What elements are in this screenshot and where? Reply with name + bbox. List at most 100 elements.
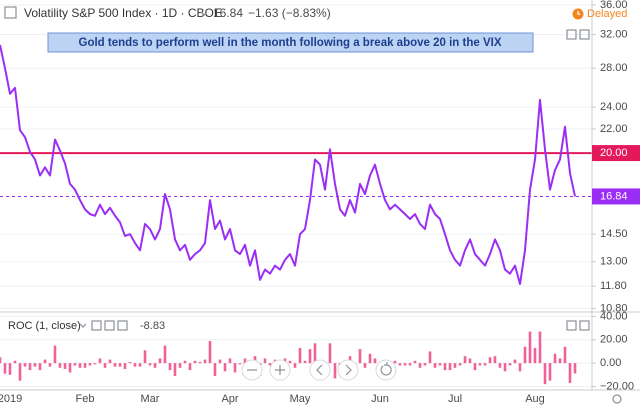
y-tick-label: 40.00 — [600, 310, 628, 322]
roc-bar — [418, 363, 422, 368]
delayed-status: Delayed — [587, 8, 627, 20]
y-tick-label: 24.00 — [600, 101, 628, 113]
roc-bar — [193, 360, 197, 364]
roc-bar — [53, 345, 57, 364]
roc-bar — [348, 356, 352, 364]
x-tick-label: 2019 — [0, 393, 22, 405]
roc-bar — [423, 363, 427, 366]
roc-bar — [103, 363, 107, 368]
roc-bar — [43, 359, 47, 364]
y-tick-label: 14.50 — [600, 228, 628, 240]
roc-bar — [458, 363, 462, 366]
horizontal-line-label: 20.00 — [600, 147, 628, 159]
roc-bar — [8, 363, 12, 375]
reset-button[interactable] — [375, 359, 397, 381]
roc-bar — [223, 363, 227, 372]
roc-icon[interactable] — [117, 320, 128, 331]
x-tick-label: Feb — [76, 393, 95, 405]
roc-bar — [253, 356, 257, 364]
annotation: Gold tends to perform well in the month … — [79, 37, 502, 49]
roc-bar — [68, 363, 72, 373]
collapse-icon[interactable] — [4, 6, 17, 19]
roc-bar — [513, 359, 517, 364]
roc-bar — [438, 363, 442, 366]
legend-last-value: 16.84 — [213, 6, 243, 20]
roc-bar — [498, 363, 502, 368]
roc-bar — [178, 363, 182, 368]
roc-bar — [528, 331, 532, 364]
y-tick-label: 32.00 — [600, 28, 628, 40]
roc-bar — [263, 358, 267, 364]
scroll-left-button[interactable] — [309, 359, 331, 381]
roc-bar — [558, 358, 562, 364]
roc-bar — [38, 363, 42, 371]
roc-bar — [483, 363, 487, 366]
roc-bar — [313, 343, 317, 364]
roc-bar — [293, 363, 297, 368]
roc-bar — [58, 363, 62, 368]
roc-bar — [168, 363, 172, 371]
roc-title: ROC (1, close) — [8, 320, 81, 332]
roc-bar — [468, 358, 472, 364]
y-tick-label: 36.00 — [600, 0, 628, 11]
roc-bar — [0, 357, 2, 364]
roc-last-value: -8.83 — [140, 320, 165, 332]
roc-bar — [403, 363, 407, 366]
roc-bar — [533, 347, 537, 364]
roc-bar — [113, 363, 117, 367]
roc-bar — [128, 361, 132, 364]
legend-menu-icon[interactable] — [200, 11, 208, 16]
y-tick-label: 20.00 — [600, 334, 628, 346]
roc-bar — [398, 363, 402, 366]
roc-bar — [508, 363, 512, 366]
y-tick-label: −20.00 — [600, 380, 634, 392]
roc-bar — [308, 349, 312, 364]
price-line — [0, 44, 576, 286]
legend-change: −1.63 (−8.83%) — [248, 6, 331, 20]
roc-bar — [13, 360, 17, 364]
roc-bar — [238, 363, 242, 365]
roc-bar — [433, 363, 437, 368]
zoom-in-icon — [275, 365, 285, 375]
y-tick-label: 0.00 — [600, 357, 621, 369]
roc-bar — [188, 363, 192, 371]
grid — [0, 4, 592, 387]
roc-menu-icon[interactable] — [79, 323, 87, 328]
roc-bar — [563, 346, 567, 364]
roc-bar — [73, 363, 77, 366]
delayed-icon-clock — [577, 11, 580, 15]
roc-bar — [233, 363, 237, 373]
pane-icon[interactable] — [566, 29, 577, 40]
roc-icon[interactable] — [91, 320, 102, 331]
roc-bar — [163, 345, 167, 364]
roc-bar — [143, 350, 147, 364]
pane-icon[interactable] — [566, 320, 577, 331]
roc-bar — [118, 363, 122, 367]
roc-icon[interactable] — [104, 320, 115, 331]
roc-bar — [23, 363, 27, 367]
roc-bar — [83, 363, 87, 368]
scroll-right-button[interactable] — [337, 359, 359, 381]
roc-bar — [553, 353, 557, 364]
last-value-tag — [592, 188, 640, 205]
y-tick-label: 28.00 — [600, 62, 628, 74]
last-value-label: 16.84 — [600, 190, 628, 202]
roc-bar — [393, 360, 397, 364]
roc-bar — [523, 346, 527, 364]
roc-bar — [408, 363, 412, 366]
roc-bar — [153, 363, 157, 368]
scroll-right-icon — [345, 364, 352, 376]
roc-bar — [98, 358, 102, 364]
roc-bar — [173, 363, 177, 376]
roc-bar — [463, 356, 467, 364]
settings-icon[interactable] — [612, 394, 622, 404]
pane-icon[interactable] — [579, 320, 590, 331]
roc-bar — [548, 363, 552, 381]
roc-bar — [298, 347, 302, 364]
roc-bar — [303, 360, 307, 364]
x-tick-label: Apr — [221, 393, 238, 405]
x-tick-label: Mar — [141, 393, 160, 405]
pane-icon[interactable] — [579, 29, 590, 40]
roc-bar — [158, 358, 162, 364]
